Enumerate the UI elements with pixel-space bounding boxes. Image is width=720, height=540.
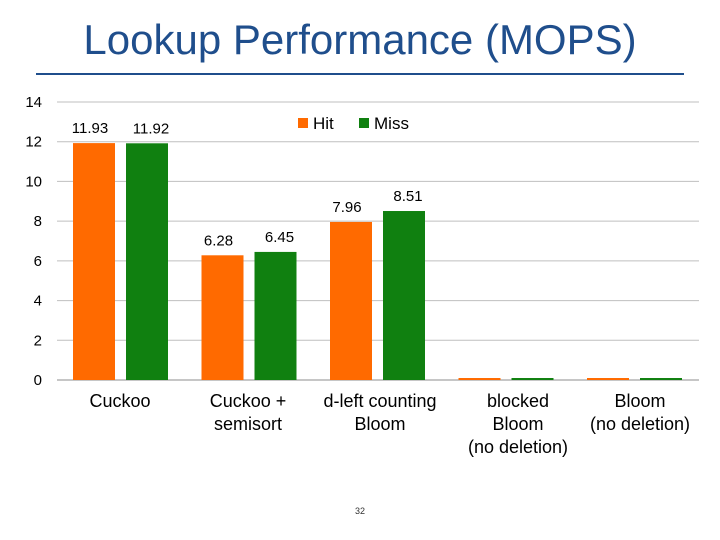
y-tick-label: 4: [34, 293, 42, 310]
bar-miss: [126, 143, 168, 380]
y-tick-label: 2: [34, 332, 42, 349]
y-tick-label: 6: [34, 253, 42, 270]
bar-hit: [330, 221, 372, 380]
data-label: 7.96: [332, 199, 361, 216]
legend-swatch-miss: [359, 118, 369, 128]
bar-miss: [511, 378, 554, 380]
y-tick-label: 14: [25, 94, 42, 111]
bar-hit: [458, 378, 501, 380]
bar-hit: [73, 143, 115, 380]
y-tick-label: 12: [25, 134, 42, 151]
legend-swatch-hit: [298, 118, 308, 128]
x-category-label: Bloom (no deletion): [590, 391, 690, 434]
legend-label: Miss: [374, 114, 409, 133]
bar-miss: [254, 251, 297, 380]
y-tick-label: 10: [25, 173, 42, 190]
data-label: 11.93: [72, 120, 108, 137]
bar-hit: [587, 378, 629, 380]
legend-label: Hit: [313, 114, 334, 133]
y-tick-label: 8: [34, 213, 42, 230]
data-label: 11.92: [133, 120, 169, 137]
title-underline: [36, 73, 684, 75]
bar-miss: [640, 378, 682, 380]
x-category-label: blocked Bloom (no deletion): [468, 391, 568, 457]
bar-miss: [383, 211, 425, 380]
x-category-label: Cuckoo: [89, 391, 150, 411]
bar-hit: [201, 255, 244, 380]
data-label: 6.45: [265, 229, 294, 246]
x-category-label: d-left counting Bloom: [323, 391, 436, 434]
data-label: 8.51: [393, 188, 422, 205]
x-category-label: Cuckoo + semisort: [210, 391, 287, 434]
data-label: 6.28: [204, 232, 233, 249]
page-number: 32: [354, 506, 365, 516]
slide-title: Lookup Performance (MOPS): [83, 16, 637, 63]
y-tick-label: 0: [34, 372, 42, 389]
